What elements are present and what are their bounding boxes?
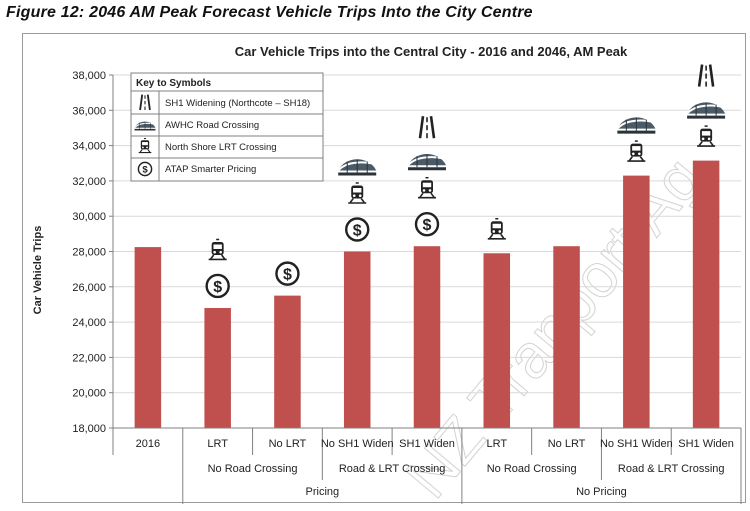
x-tick-label: No LRT (548, 438, 586, 450)
y-tick-label: 22,000 (72, 352, 106, 364)
x-tick-label: No LRT (269, 438, 307, 450)
bar (204, 307, 231, 428)
x-tick-label: SH1 Widen (678, 438, 734, 450)
y-tick-label: 18,000 (72, 423, 106, 435)
key-item-label: AWHC Road Crossing (165, 120, 259, 131)
x-supergroup-label: No Pricing (576, 486, 627, 498)
x-axis: 2016 LRT No LRT No SH1 Widen SH1 Widen LRT No … (112, 75, 742, 504)
y-tick-label: 30,000 (72, 211, 106, 223)
bar-chart: $ NZ Tranport Ag Car Vehicle Trips into … (32, 44, 742, 504)
bar (623, 175, 650, 428)
bars (134, 160, 720, 428)
figure-caption: Figure 12: 2046 AM Peak Forecast Vehicle… (6, 4, 533, 21)
bar (413, 246, 441, 428)
key-title: Key to Symbols (136, 78, 211, 89)
x-tick-label: LRT (207, 438, 228, 450)
bar (134, 247, 162, 428)
key-item-label: ATAP Smarter Pricing (165, 164, 256, 175)
bar (692, 160, 720, 428)
dollar-icon (345, 217, 370, 242)
y-tick-label: 36,000 (72, 105, 106, 117)
key-item-label: SH1 Widening (Northcote – SH18) (165, 98, 310, 109)
x-tick-label: 2016 (136, 438, 160, 450)
harbour-crossing-icon (686, 101, 727, 120)
x-tick-label: LRT (486, 438, 507, 450)
dollar-icon (137, 161, 153, 177)
x-tick-label: No SH1 Widen (600, 438, 673, 450)
train-icon (347, 182, 368, 204)
chart-title: Car Vehicle Trips into the Central City … (235, 44, 628, 59)
bar (274, 295, 301, 428)
y-tick-label: 38,000 (72, 70, 106, 82)
train-icon (207, 238, 228, 261)
x-tick-label: No SH1 Widen (321, 438, 394, 450)
road-widening-icon (418, 114, 436, 140)
x-group-label: Road & LRT Crossing (339, 463, 446, 475)
y-tick-label: 32,000 (72, 176, 106, 188)
x-group-label: Road & LRT Crossing (618, 463, 725, 475)
x-group-label: No Road Crossing (487, 463, 577, 475)
y-tick-label: 34,000 (72, 141, 106, 153)
y-axis-ticks: 18,000 20,000 22,000 24,000 26,000 28,000 30,0… (72, 70, 113, 435)
y-tick-label: 26,000 (72, 282, 106, 294)
road-widening-icon (697, 63, 715, 88)
x-supergroup-label: Pricing (306, 486, 340, 498)
harbour-crossing-icon (337, 158, 378, 177)
dollar-icon (205, 273, 230, 299)
x-group-label: No Road Crossing (208, 463, 298, 475)
harbour-crossing-icon (616, 116, 657, 135)
dollar-icon (414, 212, 440, 237)
train-icon (486, 217, 507, 240)
harbour-crossing-icon (407, 152, 447, 172)
bar (483, 253, 511, 428)
bar (553, 246, 580, 428)
y-axis-label: Car Vehicle Trips (32, 226, 44, 315)
x-tick-label: SH1 Widen (399, 438, 455, 450)
key-item-label: North Shore LRT Crossing (165, 142, 277, 153)
y-tick-label: 20,000 (72, 388, 106, 400)
train-icon (696, 125, 716, 147)
y-tick-label: 24,000 (72, 317, 106, 329)
chart-frame: $ NZ Tranport Ag Car Vehicle Trips into … (22, 33, 746, 504)
y-tick-label: 28,000 (72, 247, 106, 259)
dollar-icon (275, 261, 300, 286)
key-to-symbols: Key to Symbols SH1 Widening (Northcote –… (130, 72, 324, 182)
bar (343, 251, 371, 428)
train-icon (626, 140, 647, 162)
